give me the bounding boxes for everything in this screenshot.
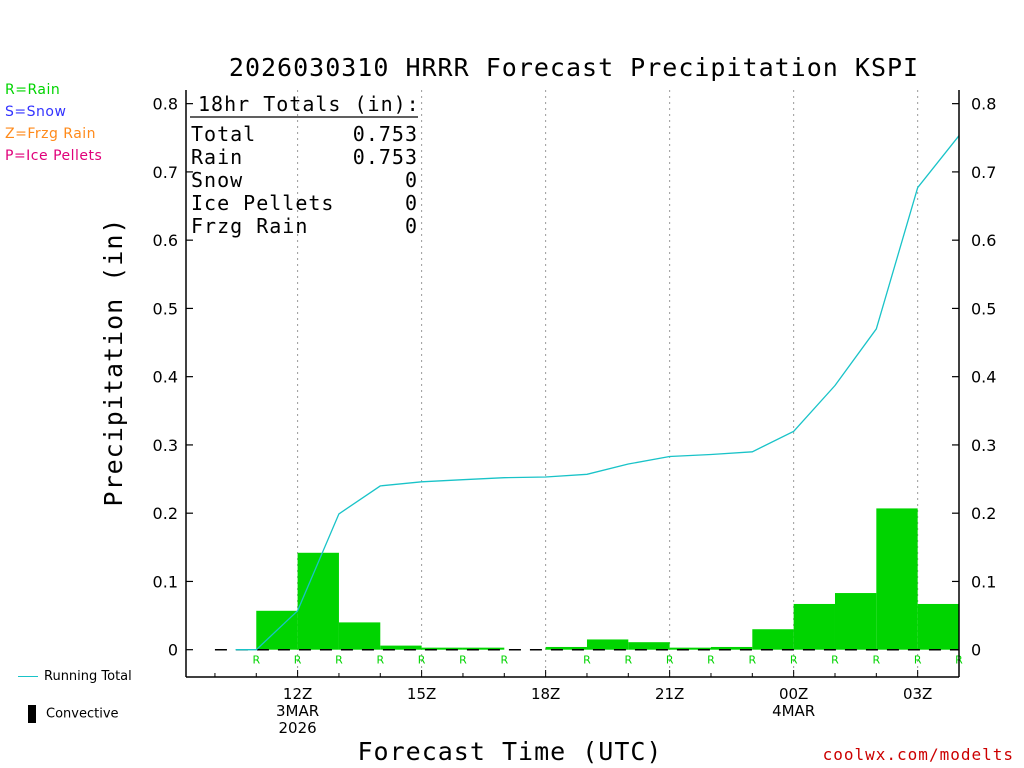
precip-type-label: R	[831, 654, 839, 667]
precip-type-label: R	[707, 654, 715, 667]
x-axis-title: Forecast Time (UTC)	[358, 737, 663, 766]
precip-type-label: R	[666, 654, 674, 667]
totals-row-label: Rain	[191, 145, 243, 169]
x-tick-label: 2026	[279, 719, 317, 737]
rain-bar	[710, 646, 753, 650]
x-tick-label: 18Z	[531, 685, 560, 703]
precip-type-label: R	[790, 654, 798, 667]
y-tick-label-right: 0.2	[971, 504, 996, 523]
rain-bar	[297, 552, 339, 650]
totals-row-value: 0.753	[353, 122, 418, 146]
y-tick-label-right: 0.5	[971, 299, 996, 318]
credit-text: coolwx.com/modelts	[822, 745, 1014, 764]
totals-row-label: Frzg Rain	[191, 214, 308, 238]
y-tick-label-right: 0.4	[971, 368, 996, 387]
running-total-swatch	[18, 676, 38, 677]
y-tick-label-right: 0.6	[971, 231, 996, 250]
totals-row-label: Snow	[191, 168, 243, 192]
totals-row-value: 0.753	[353, 145, 418, 169]
y-tick-label-right: 0.1	[971, 572, 996, 591]
y-tick-label-right: 0.3	[971, 436, 996, 455]
precip-type-label: R	[748, 654, 756, 667]
totals-row-value: 0	[405, 191, 418, 215]
x-tick-label: 12Z	[283, 685, 312, 703]
y-tick-label-right: 0.8	[971, 95, 996, 114]
legend-frzg-rain: Z=Frzg Rain	[5, 126, 97, 142]
x-tick-label: 00Z	[779, 685, 808, 703]
rain-bar	[628, 642, 670, 650]
running-total-line	[235, 135, 960, 651]
precip-type-label: R	[252, 654, 260, 667]
x-tick-label: 3MAR	[276, 702, 319, 720]
totals-row-value: 0	[405, 214, 418, 238]
totals-row-label: Total	[191, 122, 256, 146]
precip-type-label: R	[335, 654, 343, 667]
y-tick-label-left: 0	[168, 641, 178, 660]
y-tick-label-left: 0.6	[153, 231, 178, 250]
rain-bar	[586, 639, 629, 650]
rain-bar	[545, 646, 587, 650]
precip-type-label: R	[872, 654, 880, 667]
precip-type-label: R	[500, 654, 508, 667]
precip-type-label: R	[418, 654, 426, 667]
convective-legend: Convective	[28, 705, 119, 723]
legend-snow: S=Snow	[5, 104, 67, 120]
y-tick-label-left: 0.8	[153, 95, 178, 114]
y-axis-title: Precipitation (in)	[99, 218, 128, 507]
y-tick-label-right: 0	[971, 641, 981, 660]
x-tick-label: 15Z	[407, 685, 436, 703]
chart-title: 2026030310 HRRR Forecast Precipitation K…	[229, 53, 919, 82]
totals-header: 18hr Totals (in):	[198, 92, 420, 116]
y-tick-label-left: 0.4	[153, 368, 178, 387]
precip-type-label: R	[583, 654, 591, 667]
rain-bar	[338, 622, 381, 650]
running-total-legend: Running Total	[18, 669, 132, 684]
precip-type-label: R	[624, 654, 632, 667]
convective-label: Convective	[46, 706, 119, 722]
y-tick-label-right: 0.7	[971, 163, 996, 182]
rain-bar	[752, 629, 794, 650]
rain-bar	[380, 645, 422, 650]
rain-bar	[421, 647, 463, 650]
x-tick-label: 4MAR	[772, 702, 815, 720]
y-tick-label-left: 0.3	[153, 436, 178, 455]
legend-ice-pellets: P=Ice Pellets	[5, 148, 103, 164]
running-total-label: Running Total	[44, 669, 132, 684]
rain-bar	[917, 603, 959, 650]
legend-rain: R=Rain	[5, 82, 61, 98]
convective-swatch	[28, 705, 36, 723]
rain-bar	[834, 593, 877, 650]
x-tick-label: 21Z	[655, 685, 684, 703]
totals-row-label: Ice Pellets	[191, 191, 334, 215]
precip-type-label: R	[376, 654, 384, 667]
y-tick-label-left: 0.5	[153, 299, 178, 318]
precip-type-label: R	[294, 654, 302, 667]
y-tick-label-left: 0.7	[153, 163, 178, 182]
type-legend: R=Rain S=Snow Z=Frzg Rain P=Ice Pellets	[5, 82, 102, 170]
rain-bar	[669, 647, 711, 650]
rain-bar	[462, 647, 505, 650]
x-tick-label: 03Z	[903, 685, 932, 703]
y-tick-label-left: 0.2	[153, 504, 178, 523]
precip-type-label: R	[459, 654, 467, 667]
precip-type-label: R	[914, 654, 922, 667]
rain-bar	[793, 603, 835, 650]
totals-row-value: 0	[405, 168, 418, 192]
y-tick-label-left: 0.1	[153, 572, 178, 591]
rain-bar	[876, 508, 918, 650]
